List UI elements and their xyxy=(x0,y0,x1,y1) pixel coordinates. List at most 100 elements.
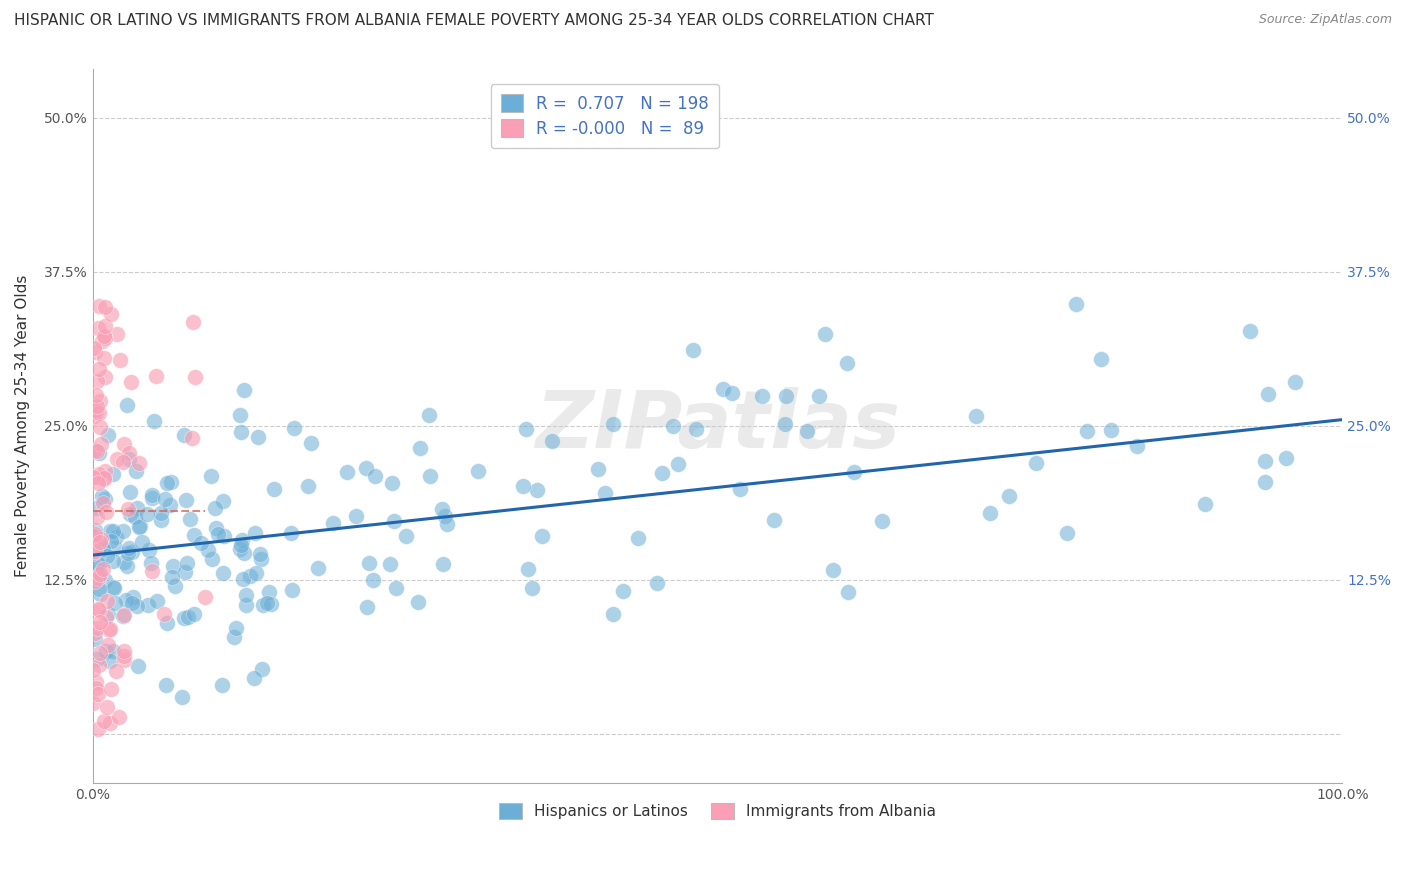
Point xyxy=(356,599,378,614)
Point xyxy=(84,674,107,689)
Point xyxy=(84,527,107,541)
Point xyxy=(1194,497,1216,511)
Point xyxy=(83,341,105,355)
Point xyxy=(430,502,453,516)
Point xyxy=(125,599,148,614)
Point xyxy=(105,664,128,678)
Point xyxy=(419,469,441,483)
Point xyxy=(394,529,416,543)
Point xyxy=(86,443,108,458)
Point xyxy=(98,623,121,637)
Point xyxy=(612,584,634,599)
Point xyxy=(90,437,112,451)
Point xyxy=(128,519,150,533)
Point xyxy=(128,520,150,534)
Point xyxy=(87,571,110,585)
Point xyxy=(1254,454,1277,468)
Point xyxy=(153,492,176,507)
Point xyxy=(139,556,162,570)
Point xyxy=(235,587,257,601)
Point xyxy=(89,394,111,409)
Point xyxy=(83,574,105,588)
Point xyxy=(138,543,160,558)
Point xyxy=(87,467,110,481)
Point xyxy=(229,408,252,422)
Point xyxy=(541,434,564,448)
Point xyxy=(97,623,120,637)
Point xyxy=(685,422,707,436)
Point xyxy=(91,562,114,576)
Point xyxy=(526,483,548,498)
Point xyxy=(111,608,134,623)
Point xyxy=(84,500,107,515)
Point xyxy=(89,567,111,582)
Point xyxy=(155,616,177,631)
Point xyxy=(96,549,118,563)
Point xyxy=(517,562,540,576)
Point xyxy=(336,466,359,480)
Point xyxy=(162,559,184,574)
Point xyxy=(280,525,302,540)
Point xyxy=(84,402,107,417)
Point xyxy=(94,491,117,506)
Point xyxy=(233,384,256,398)
Point xyxy=(229,542,252,557)
Point xyxy=(406,595,429,609)
Point xyxy=(515,422,537,436)
Point xyxy=(378,557,401,571)
Point xyxy=(844,465,866,479)
Point xyxy=(101,467,124,482)
Point xyxy=(835,356,858,370)
Point xyxy=(224,630,246,644)
Point xyxy=(112,555,135,569)
Point xyxy=(86,374,108,388)
Point xyxy=(94,369,117,384)
Point xyxy=(110,353,132,368)
Point xyxy=(1126,439,1149,453)
Legend: Hispanics or Latinos, Immigrants from Albania: Hispanics or Latinos, Immigrants from Al… xyxy=(492,797,942,825)
Point xyxy=(997,490,1019,504)
Point xyxy=(250,662,273,676)
Point xyxy=(83,409,105,423)
Point xyxy=(252,598,274,612)
Point xyxy=(100,533,122,548)
Point xyxy=(87,687,110,701)
Point xyxy=(1239,324,1261,338)
Point xyxy=(201,552,224,566)
Point xyxy=(436,516,458,531)
Point xyxy=(211,678,233,692)
Point xyxy=(1257,387,1279,401)
Point xyxy=(82,469,104,483)
Point xyxy=(93,329,115,343)
Point xyxy=(82,696,104,710)
Point xyxy=(149,513,172,527)
Point xyxy=(118,485,141,500)
Point xyxy=(100,681,122,696)
Point xyxy=(682,343,704,358)
Point xyxy=(94,573,117,587)
Point xyxy=(117,546,139,560)
Point xyxy=(467,464,489,478)
Point xyxy=(626,531,648,545)
Point xyxy=(114,593,136,607)
Point xyxy=(233,546,256,560)
Point xyxy=(593,486,616,500)
Point xyxy=(807,389,830,403)
Point xyxy=(212,493,235,508)
Point xyxy=(176,556,198,570)
Point xyxy=(520,581,543,595)
Point xyxy=(142,414,165,428)
Y-axis label: Female Poverty Among 25-34 Year Olds: Female Poverty Among 25-34 Year Olds xyxy=(15,275,30,577)
Point xyxy=(775,389,797,403)
Point xyxy=(257,584,280,599)
Point xyxy=(281,583,304,598)
Point xyxy=(101,524,124,538)
Point xyxy=(89,539,111,553)
Point xyxy=(115,558,138,573)
Point xyxy=(181,432,204,446)
Point xyxy=(283,421,305,435)
Point xyxy=(711,382,734,396)
Point xyxy=(112,648,135,663)
Point xyxy=(965,409,987,423)
Point xyxy=(260,597,283,611)
